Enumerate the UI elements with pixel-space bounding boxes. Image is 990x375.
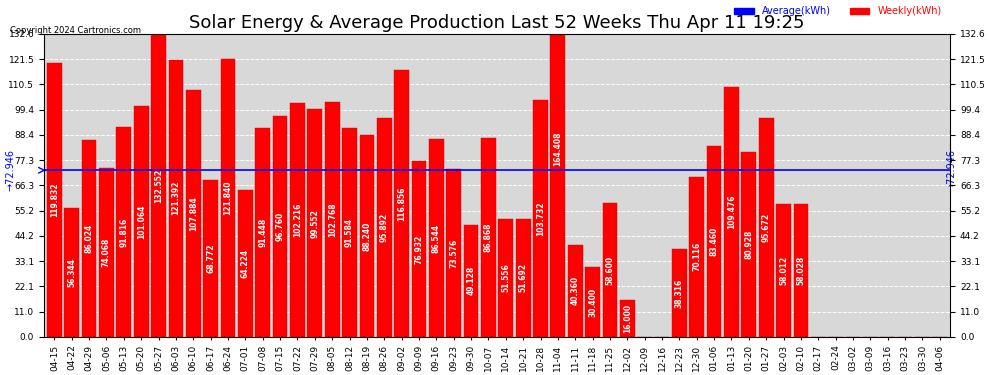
Bar — [412, 161, 427, 337]
Bar — [534, 100, 547, 337]
Text: 116.856: 116.856 — [397, 186, 406, 220]
Text: 102.216: 102.216 — [293, 203, 302, 237]
Bar — [325, 102, 340, 337]
Bar — [82, 140, 96, 337]
Bar — [724, 87, 739, 337]
Bar — [221, 58, 236, 337]
Text: 58.028: 58.028 — [796, 256, 806, 285]
Bar — [64, 208, 79, 337]
Text: →72.946: →72.946 — [6, 149, 16, 191]
Bar — [689, 177, 704, 337]
Text: 83.460: 83.460 — [710, 227, 719, 256]
Text: 76.932: 76.932 — [415, 234, 424, 264]
Bar — [550, 0, 565, 337]
Text: 64.224: 64.224 — [241, 249, 249, 278]
Text: 68.772: 68.772 — [206, 244, 215, 273]
Bar — [776, 204, 791, 337]
Bar — [203, 180, 218, 337]
Text: 91.584: 91.584 — [346, 218, 354, 247]
Text: 80.928: 80.928 — [744, 230, 753, 259]
Bar — [758, 118, 773, 337]
Text: 121.392: 121.392 — [171, 181, 180, 216]
Bar — [516, 219, 531, 337]
Text: 86.868: 86.868 — [484, 223, 493, 252]
Text: 38.316: 38.316 — [675, 279, 684, 308]
Bar — [603, 203, 618, 337]
Text: 109.476: 109.476 — [727, 195, 736, 229]
Text: 103.732: 103.732 — [536, 201, 545, 236]
Bar — [255, 128, 270, 337]
Bar — [99, 168, 114, 337]
Text: 99.552: 99.552 — [310, 209, 320, 238]
Text: 51.692: 51.692 — [519, 263, 528, 292]
Bar — [343, 128, 357, 337]
Text: 70.116: 70.116 — [692, 242, 701, 272]
Text: 102.768: 102.768 — [328, 202, 337, 237]
Text: 164.408: 164.408 — [553, 132, 562, 166]
Text: 132.552: 132.552 — [154, 168, 163, 202]
Text: 91.448: 91.448 — [258, 218, 267, 247]
Bar — [481, 138, 496, 337]
Bar — [151, 34, 166, 337]
Text: 88.240: 88.240 — [362, 222, 371, 251]
Text: Copyright 2024 Cartronics.com: Copyright 2024 Cartronics.com — [10, 26, 141, 35]
Text: 49.128: 49.128 — [466, 266, 475, 296]
Bar — [585, 267, 600, 337]
Text: 73.576: 73.576 — [449, 238, 458, 267]
Text: →72.946: →72.946 — [946, 149, 956, 191]
Text: 58.600: 58.600 — [606, 255, 615, 285]
Text: 16.000: 16.000 — [623, 304, 632, 333]
Text: 95.672: 95.672 — [761, 213, 770, 242]
Text: 119.832: 119.832 — [50, 183, 58, 217]
Text: 40.360: 40.360 — [570, 276, 580, 305]
Text: 101.064: 101.064 — [137, 204, 146, 238]
Text: 86.544: 86.544 — [432, 224, 441, 253]
Text: 96.760: 96.760 — [275, 212, 284, 241]
Bar — [463, 225, 478, 337]
Text: 91.816: 91.816 — [120, 217, 129, 247]
Text: 121.840: 121.840 — [224, 180, 233, 215]
Bar — [794, 204, 808, 337]
Bar — [186, 90, 201, 337]
Bar — [134, 106, 148, 337]
Bar — [359, 135, 374, 337]
Text: 86.024: 86.024 — [84, 224, 94, 253]
Title: Solar Energy & Average Production Last 52 Weeks Thu Apr 11 19:25: Solar Energy & Average Production Last 5… — [189, 14, 805, 32]
Bar — [707, 146, 722, 337]
Text: 74.068: 74.068 — [102, 238, 111, 267]
Bar — [394, 70, 409, 337]
Text: 58.012: 58.012 — [779, 256, 788, 285]
Bar — [620, 300, 635, 337]
Bar — [47, 63, 61, 337]
Text: 56.344: 56.344 — [67, 258, 76, 287]
Bar — [168, 60, 183, 337]
Text: 51.556: 51.556 — [501, 264, 510, 292]
Bar — [238, 190, 252, 337]
Bar — [568, 245, 582, 337]
Text: 30.400: 30.400 — [588, 288, 597, 317]
Bar — [742, 152, 756, 337]
Bar — [429, 139, 444, 337]
Legend: Average(kWh), Weekly(kWh): Average(kWh), Weekly(kWh) — [731, 3, 945, 20]
Bar — [672, 249, 687, 337]
Text: 95.892: 95.892 — [380, 213, 389, 242]
Bar — [377, 118, 392, 337]
Bar — [446, 169, 461, 337]
Bar — [117, 127, 132, 337]
Text: 107.884: 107.884 — [189, 196, 198, 231]
Bar — [290, 104, 305, 337]
Bar — [308, 110, 322, 337]
Bar — [498, 219, 513, 337]
Bar — [272, 116, 287, 337]
